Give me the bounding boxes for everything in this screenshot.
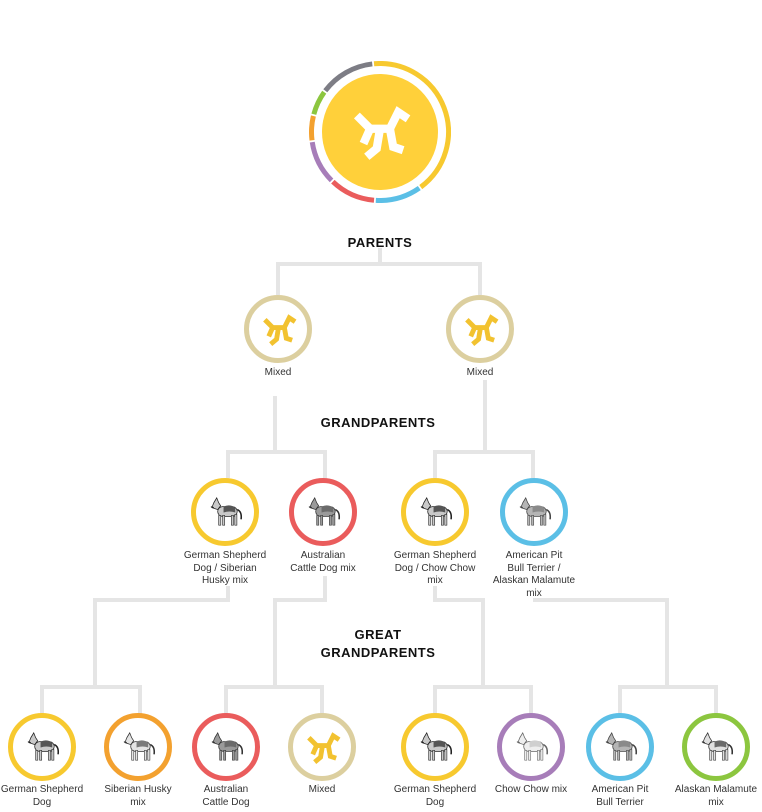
great-grandparent-node[interactable] [104,713,172,781]
gp4-stem-line [533,598,669,686]
great-grandparent-node-label: Australian Cattle Dog [202,784,250,808]
grandparent-node-label: Australian Cattle Dog mix [290,550,356,574]
grandparent-node-label: American Pit Bull Terrier / Alaskan Mala… [492,550,576,599]
pit-bull-icon [515,493,554,532]
great-grandparent-node-label: German Shepherd Dog [393,784,477,808]
gp3-stem-line [433,586,485,686]
great-grandparent-node-label: Chow Chow mix [494,784,568,795]
ggp-pair2-bracket-line [224,685,324,714]
grandparent-node[interactable] [401,478,469,546]
mixed-breed-icon [353,106,411,160]
great-grandparent-node-label: American Pit Bull Terrier [591,784,649,808]
great-grandparent-node-label: Siberian Husky mix [104,784,172,808]
great-grandparent-node[interactable] [497,713,565,781]
german-shepherd-icon [206,493,245,532]
great-grandparent-node[interactable] [401,713,469,781]
parent-node[interactable] [446,295,514,363]
root-ring-segment [373,61,451,190]
parent-node[interactable] [244,295,312,363]
grandparent-node[interactable] [500,478,568,546]
great-grandparents-heading-line2: GRANDPARENTS [320,645,436,660]
great-grandparent-node[interactable] [192,713,260,781]
grandparent-node-label: German Shepherd Dog / Siberian Husky mix [183,550,267,586]
great-grandparent-node[interactable] [586,713,654,781]
grandparents-left-bracket-line [226,450,327,478]
german-shepherd-icon [23,728,62,767]
mixed-breed-icon [259,310,298,349]
root-ring-segment [323,61,373,93]
ggp-pair1-bracket-line [40,685,142,714]
gp2-stem-line [273,576,327,686]
great-grandparent-node-label: Mixed [308,784,336,795]
gp1-stem-line [93,586,230,686]
root-ring-segment [311,90,327,116]
great-grandparent-node-label: German Shepherd Dog [0,784,84,808]
parents-heading: PARENTS [347,235,413,250]
root-ring-segment [331,179,375,203]
australian-cattle-dog-icon [207,728,246,767]
great-grandparents-heading-line1: GREAT [354,627,402,642]
ggp-pair4-bracket-line [618,685,718,714]
german-shepherd-icon [416,493,455,532]
great-grandparent-node-label: Alaskan Malamute mix [674,784,758,808]
grandparent-node-label: German Shepherd Dog / Chow Chow mix [393,550,477,586]
grandparent-node[interactable] [289,478,357,546]
parent-node-label: Mixed [264,367,292,378]
great-grandparents-heading: GREAT GRANDPARENTS [258,626,498,662]
grandparent-node[interactable] [191,478,259,546]
root-ring-segment [309,141,334,183]
parent-node-label: Mixed [466,367,494,378]
ggp-pair3-bracket-line [433,685,533,714]
parents-bracket-line [276,262,482,295]
chow-chow-icon [512,728,551,767]
mixed-breed-icon [303,728,342,767]
german-shepherd-icon [416,728,455,767]
alaskan-malamute-icon [697,728,736,767]
mixed-breed-icon [461,310,500,349]
root-ring-segment [309,115,316,141]
great-grandparent-node[interactable] [682,713,750,781]
root-dog-node[interactable] [309,61,451,203]
pit-bull-icon [601,728,640,767]
grandparents-right-bracket-line [433,450,535,478]
siberian-husky-icon [119,728,158,767]
great-grandparent-node[interactable] [288,713,356,781]
grandparents-heading: GRANDPARENTS [320,415,436,430]
root-ring-segment [375,186,421,203]
australian-cattle-dog-icon [304,493,343,532]
great-grandparent-node[interactable] [8,713,76,781]
